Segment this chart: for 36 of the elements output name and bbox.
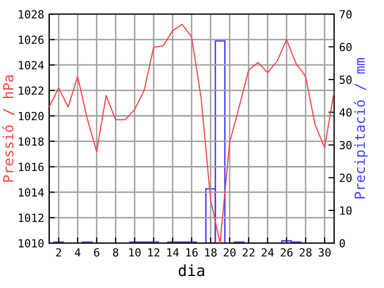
x-tick-label: 20: [224, 248, 236, 257]
y2-tick-label: 20: [340, 174, 352, 182]
y-tick-label: 1014: [18, 188, 44, 197]
x-tick-label: 30: [318, 248, 331, 257]
x-tick-label: 16: [186, 248, 198, 257]
y2-tick-label: 0: [340, 239, 345, 248]
x-tick-label: 6: [94, 248, 100, 257]
x-axis-title: dia: [178, 264, 204, 276]
x-tick-label: 26: [280, 248, 293, 257]
y-tick-label: 1020: [18, 112, 44, 120]
y2-tick-label: 10: [340, 206, 352, 215]
y-tick-label: 1016: [18, 162, 44, 172]
y-tick-label: 1024: [18, 60, 44, 70]
y2-tick-label: 50: [340, 76, 352, 84]
x-tick-label: 4: [74, 248, 80, 256]
y2-tick-label: 30: [340, 140, 352, 150]
x-tick-label: 28: [300, 248, 312, 257]
y2-tick-label: 40: [339, 108, 352, 117]
y-tick-label: 1022: [18, 86, 44, 95]
y-tick-label: 1018: [18, 137, 44, 146]
y2-tick-label: 70: [340, 10, 352, 19]
y-tick-label: 1012: [18, 214, 44, 222]
x-tick-label: 24: [262, 248, 274, 256]
x-tick-label: 2: [56, 248, 62, 256]
y2-axis-title: Precipitació / mm: [354, 58, 368, 198]
x-tick-label: 12: [148, 248, 160, 256]
y-tick-label: 1028: [18, 10, 44, 19]
x-tick-label: 14: [167, 248, 179, 256]
y-tick-label: 1010: [18, 239, 44, 248]
x-tick-label: 18: [205, 248, 217, 257]
y-axis-title: Pressió / hPa: [2, 75, 15, 182]
x-tick-label: 22: [242, 248, 254, 256]
y-tick-label: 1026: [18, 36, 44, 44]
y2-tick-label: 60: [340, 42, 352, 52]
x-tick-label: 8: [113, 248, 118, 257]
x-tick-label: 10: [129, 248, 141, 257]
